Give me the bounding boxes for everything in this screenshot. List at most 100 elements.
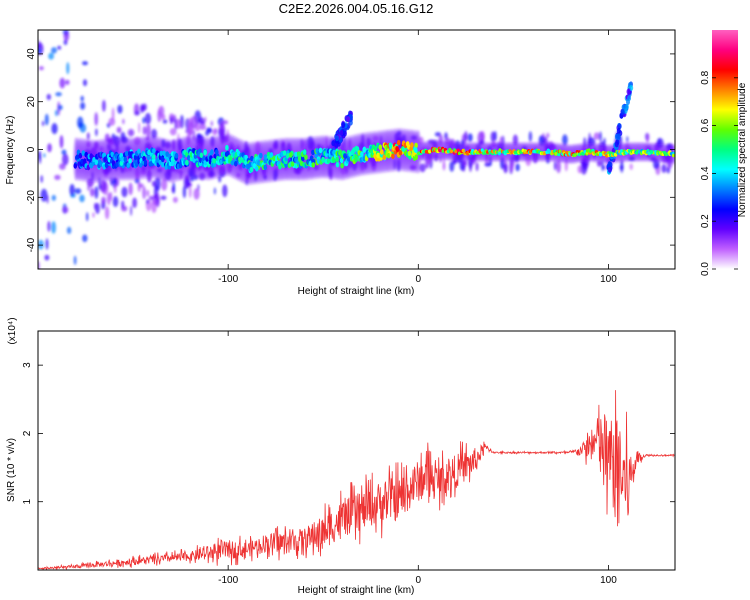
- spectrogram-cell: [263, 164, 268, 171]
- spectrogram-cell: [599, 131, 602, 142]
- spectrogram-cell: [321, 157, 326, 164]
- spectrogram-cell: [391, 153, 395, 159]
- spectrogram-cell: [613, 152, 618, 157]
- spectrogram-cell: [188, 182, 192, 187]
- spectrogram-cell: [161, 178, 168, 191]
- spectrogram-cell: [671, 153, 675, 158]
- spectrogram-y-tick-label: -40: [26, 237, 37, 252]
- snr-background: [38, 331, 675, 570]
- spectrogram-cell: [620, 159, 624, 173]
- spectrogram-cell: [78, 152, 83, 159]
- spectrogram-cell: [454, 149, 458, 154]
- spectrogram-cell: [112, 196, 119, 208]
- spectrogram-cell: [588, 132, 591, 141]
- spectrogram-cell: [162, 150, 166, 157]
- spectrogram-cell: [380, 149, 384, 155]
- spectrogram-cell: [462, 160, 468, 167]
- spectrogram-cell: [94, 159, 99, 166]
- spectrogram-cell: [55, 109, 58, 117]
- spectrogram-cell: [225, 144, 229, 151]
- spectrogram-y-label: Frequency (Hz): [5, 116, 16, 185]
- spectrogram-cell: [650, 150, 654, 155]
- spectrogram-cell: [132, 197, 138, 209]
- spectrogram-cell: [263, 154, 268, 160]
- spectrogram-cell: [302, 149, 307, 155]
- spectrogram-cell: [635, 151, 639, 155]
- spectrogram-cell: [250, 155, 254, 162]
- spectrogram-cell: [553, 160, 557, 171]
- spectrogram-cell: [155, 193, 160, 208]
- spectrogram-cell: [46, 194, 49, 204]
- spectrogram-cell: [104, 206, 110, 220]
- spectrogram-cell: [627, 95, 631, 102]
- spectrogram-cell: [174, 152, 179, 159]
- spectrogram-cell: [335, 156, 340, 163]
- spectrogram-cell: [318, 147, 323, 154]
- snr-x-label: Height of straight line (km): [298, 585, 415, 596]
- spectrogram-cell: [94, 202, 97, 210]
- snr-x-tick-label: 100: [600, 575, 617, 586]
- spectrogram-cell: [148, 195, 154, 201]
- spectrogram-cell: [207, 128, 213, 134]
- spectrogram-cell: [141, 105, 145, 111]
- spectrogram-cell: [340, 162, 344, 169]
- spectrogram-cell: [311, 149, 315, 156]
- spectrogram-cell: [138, 183, 144, 188]
- spectrogram-cell: [121, 200, 125, 209]
- spectrogram-cell: [102, 99, 106, 112]
- spectrogram-cell: [185, 159, 189, 166]
- spectrogram-cell: [69, 184, 75, 196]
- snr-y-label: SNR (10 * v/v): [6, 438, 17, 502]
- spectrogram-cell: [80, 95, 84, 102]
- spectrogram-cell: [414, 147, 418, 153]
- spectrogram-cell: [605, 154, 609, 158]
- spectrogram-cell: [335, 161, 340, 168]
- spectrogram-y-tick-label: -20: [26, 190, 37, 205]
- spectrogram-cell: [620, 149, 624, 153]
- snr-y-scale-label: (x10⁴): [7, 317, 18, 344]
- spectrogram-cell: [169, 128, 177, 136]
- spectrogram-panel: -100 0 100 -40 -20 0 20 40 Height of straight …: [5, 29, 676, 297]
- spectrogram-cell: [591, 148, 595, 153]
- spectrogram-cell: [334, 141, 339, 148]
- spectrogram-cell: [51, 123, 58, 135]
- spectrogram-cell: [617, 123, 622, 130]
- spectrogram-cell: [616, 133, 621, 140]
- spectrogram-cell: [304, 154, 308, 160]
- spectrogram-cell: [557, 152, 561, 157]
- spectrogram-x-label: Height of straight line (km): [298, 286, 415, 297]
- spectrogram-cell: [174, 119, 182, 129]
- spectrogram-cell: [428, 149, 432, 154]
- spectrogram-cell: [75, 154, 80, 160]
- spectrogram-cell: [450, 149, 454, 154]
- spectrogram-cell: [629, 85, 634, 91]
- spectrogram-cell: [234, 160, 238, 167]
- spectrogram-cell: [414, 142, 418, 149]
- spectrogram-cell: [63, 30, 70, 42]
- colorbar-tick-label: 0.8: [700, 70, 711, 84]
- spectrogram-cell: [203, 149, 207, 156]
- spectrogram-cell: [362, 146, 367, 153]
- spectrogram-cell: [225, 150, 230, 157]
- spectrogram-cell: [73, 255, 77, 265]
- spectrogram-cell: [661, 164, 667, 173]
- spectrogram-cell: [38, 66, 44, 71]
- spectrogram-cell: [624, 103, 629, 110]
- spectrogram-cell: [130, 205, 133, 216]
- spectrogram-cell: [199, 124, 206, 130]
- spectrogram-cell: [314, 152, 318, 159]
- spectrogram-cell: [137, 148, 141, 155]
- spectrogram-cell: [223, 120, 229, 125]
- spectrogram-cell: [558, 149, 562, 154]
- spectrogram-cell: [146, 199, 149, 205]
- spectrogram-cell: [248, 161, 253, 168]
- spectrogram-y-tick-label: 40: [26, 48, 37, 60]
- spectrogram-cell: [59, 77, 66, 89]
- spectrogram-cell: [182, 185, 187, 199]
- spectrogram-cell: [475, 162, 479, 172]
- spectrogram-cell: [62, 206, 69, 214]
- spectrogram-cell: [509, 163, 514, 172]
- spectrogram-cell: [620, 109, 625, 115]
- spectrogram-cell: [218, 123, 226, 136]
- spectrogram-cell: [341, 122, 346, 128]
